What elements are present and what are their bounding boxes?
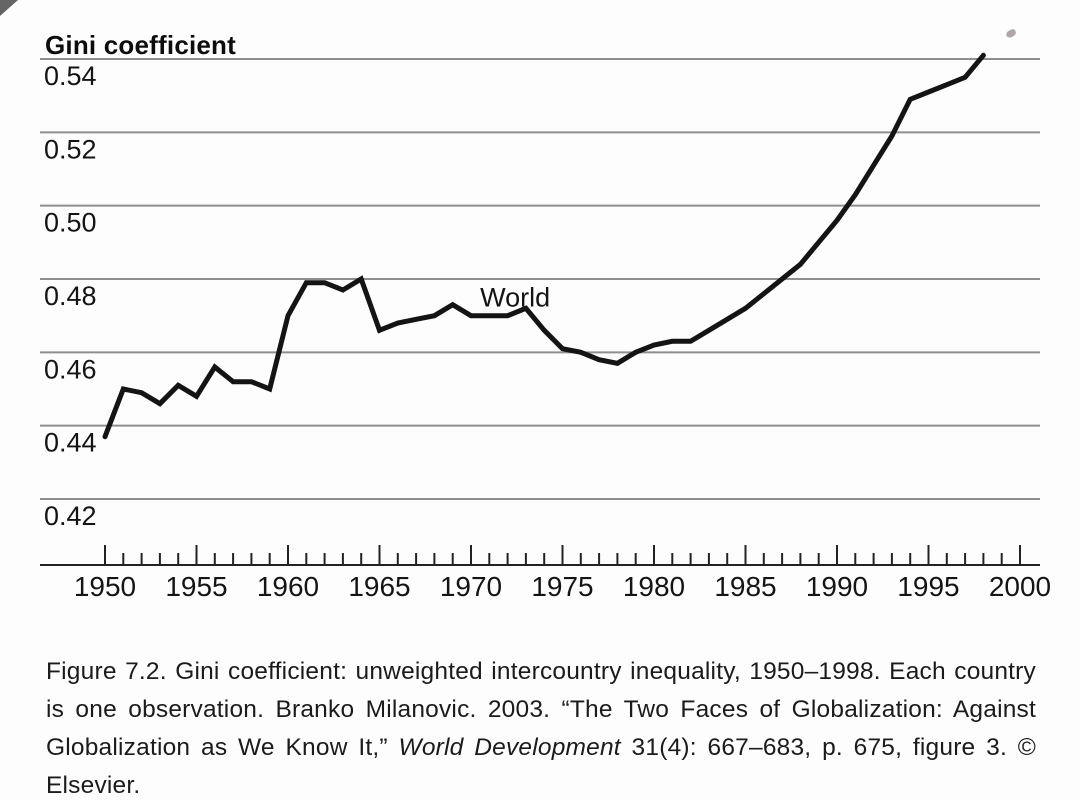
x-tick-label: 1960 bbox=[257, 571, 319, 602]
y-tick-label: 0.54 bbox=[44, 61, 97, 91]
world-series-line bbox=[102, 52, 986, 440]
x-tick-label: 1970 bbox=[440, 571, 502, 602]
x-tick-label: 1990 bbox=[806, 571, 868, 602]
x-tick-label: 1975 bbox=[531, 571, 593, 602]
y-tick-label: 0.48 bbox=[44, 281, 97, 311]
figure-caption: Figure 7.2. Gini coefficient: unweighted… bbox=[46, 653, 1036, 800]
series-label-world: World bbox=[480, 283, 550, 313]
caption-text-start: Figure 7.2. Gini coefficient: unweighted… bbox=[46, 657, 1036, 761]
x-tick-label: 1995 bbox=[897, 571, 959, 602]
y-tick-label: 0.50 bbox=[44, 208, 97, 238]
y-tick-label: 0.46 bbox=[44, 354, 97, 384]
x-tick-label: 1985 bbox=[714, 571, 776, 602]
x-tick-label: 1980 bbox=[623, 571, 685, 602]
y-tick-label: 0.44 bbox=[44, 428, 97, 458]
y-tick-label: 0.42 bbox=[44, 501, 97, 531]
chart-title: Gini coefficient bbox=[45, 30, 237, 60]
x-tick-label: 1965 bbox=[348, 571, 410, 602]
gini-line-chart: 0.42 0.44 0.46 0.48 0.50 0.52 0.54 1950 1955 1960… bbox=[40, 52, 1051, 602]
caption-journal-name: World Development bbox=[398, 733, 621, 761]
x-tick-label: 2000 bbox=[989, 571, 1051, 602]
x-tick-label: 1950 bbox=[74, 571, 136, 602]
y-tick-label: 0.52 bbox=[44, 134, 97, 164]
scan-artifact-corner bbox=[0, 0, 18, 16]
caption-text-end: 31(4): 667–683, p. 675, figure 3. © Else… bbox=[46, 733, 1036, 799]
x-tick-label: 1955 bbox=[165, 571, 227, 602]
